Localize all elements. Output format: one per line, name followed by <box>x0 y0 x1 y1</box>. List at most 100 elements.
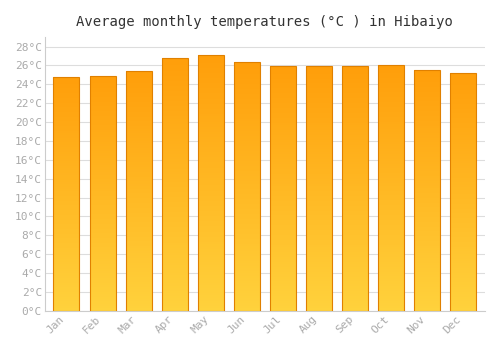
Bar <box>378 279 404 281</box>
Bar <box>54 191 80 194</box>
Bar <box>450 170 476 173</box>
Bar <box>234 169 260 171</box>
Bar <box>162 76 188 78</box>
Bar <box>342 127 368 130</box>
Bar <box>342 93 368 96</box>
Bar <box>54 105 80 107</box>
Bar <box>54 112 80 114</box>
Bar <box>270 120 296 122</box>
Bar <box>198 121 224 124</box>
Bar <box>414 149 440 152</box>
Bar <box>234 104 260 106</box>
Bar <box>126 184 152 186</box>
Bar <box>54 238 80 240</box>
Bar <box>126 121 152 124</box>
Bar <box>162 141 188 144</box>
Bar <box>342 198 368 201</box>
Bar <box>342 206 368 208</box>
Bar <box>90 191 116 193</box>
Bar <box>162 228 188 230</box>
Bar <box>450 201 476 204</box>
Bar <box>162 288 188 290</box>
Bar <box>126 268 152 270</box>
Bar <box>270 235 296 238</box>
Bar <box>342 120 368 122</box>
Bar <box>234 201 260 204</box>
Bar <box>378 308 404 311</box>
Bar <box>162 121 188 124</box>
Bar <box>162 253 188 255</box>
Bar <box>378 299 404 301</box>
Bar <box>270 254 296 257</box>
Bar <box>270 233 296 235</box>
Bar <box>306 250 332 252</box>
Bar <box>414 99 440 102</box>
Bar <box>126 275 152 277</box>
Bar <box>414 111 440 113</box>
Bar <box>342 71 368 74</box>
Bar <box>414 87 440 89</box>
Bar <box>54 283 80 285</box>
Bar <box>450 278 476 280</box>
Bar <box>90 292 116 294</box>
Bar <box>90 83 116 85</box>
Bar <box>450 261 476 263</box>
Bar <box>234 82 260 84</box>
Bar <box>90 273 116 275</box>
Bar <box>162 293 188 296</box>
Bar <box>234 244 260 246</box>
Bar <box>126 114 152 117</box>
Bar <box>306 122 332 125</box>
Bar <box>90 175 116 177</box>
Bar <box>126 189 152 191</box>
Bar <box>306 235 332 238</box>
Bar <box>198 109 224 111</box>
Bar <box>342 238 368 240</box>
Bar <box>270 201 296 203</box>
Bar <box>378 181 404 183</box>
Bar <box>378 65 404 68</box>
Bar <box>90 283 116 285</box>
Bar <box>162 156 188 159</box>
Bar <box>414 174 440 176</box>
Bar <box>234 246 260 248</box>
Bar <box>342 284 368 286</box>
Bar <box>342 145 368 147</box>
Bar <box>234 268 260 271</box>
Bar <box>126 234 152 237</box>
Bar <box>414 258 440 260</box>
Bar <box>342 162 368 164</box>
Bar <box>198 104 224 106</box>
Bar <box>90 280 116 283</box>
Bar <box>198 229 224 232</box>
Bar <box>378 205 404 208</box>
Bar <box>306 264 332 267</box>
Bar <box>342 216 368 218</box>
Bar <box>414 251 440 253</box>
Bar <box>90 266 116 268</box>
Bar <box>306 276 332 279</box>
Bar <box>450 78 476 80</box>
Bar <box>126 129 152 131</box>
Bar <box>234 204 260 206</box>
Bar <box>306 240 332 243</box>
Bar <box>414 260 440 263</box>
Bar <box>198 250 224 252</box>
Bar <box>450 83 476 85</box>
Bar <box>306 66 332 311</box>
Bar <box>90 163 116 165</box>
Bar <box>306 247 332 250</box>
Bar <box>270 142 296 145</box>
Bar <box>378 269 404 272</box>
Bar <box>270 279 296 281</box>
Bar <box>270 176 296 179</box>
Bar <box>378 134 404 136</box>
Bar <box>270 122 296 125</box>
Bar <box>234 303 260 306</box>
Bar <box>414 217 440 219</box>
Bar <box>54 114 80 117</box>
Bar <box>90 158 116 160</box>
Bar <box>162 164 188 167</box>
Bar <box>234 279 260 281</box>
Bar <box>198 260 224 262</box>
